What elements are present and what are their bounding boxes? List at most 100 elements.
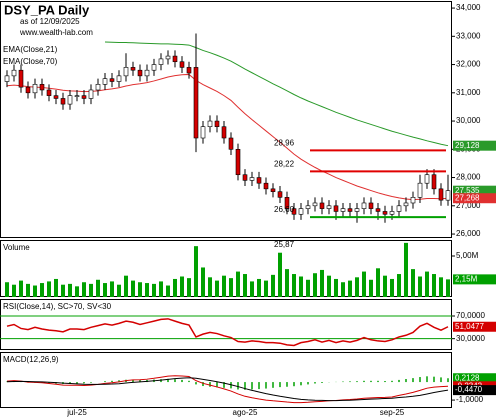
candle-body: [361, 202, 367, 209]
candle-body: [389, 211, 395, 215]
volume-bar: [145, 283, 149, 297]
candle-body: [109, 78, 115, 82]
candle-body: [116, 75, 122, 82]
candle-body: [354, 208, 360, 212]
candle-body: [445, 190, 451, 201]
y-tick-label: 28,000: [456, 173, 481, 182]
candle-body: [60, 98, 66, 105]
candle-body: [249, 177, 255, 181]
candle-body: [165, 55, 171, 60]
volume-bar: [187, 278, 191, 297]
volume-bar: [278, 252, 282, 297]
volume-bar: [173, 278, 177, 297]
volume-bar: [75, 286, 79, 297]
candle-body: [11, 69, 17, 77]
x-tick-label: jul-25: [66, 408, 87, 417]
candle-body: [312, 202, 318, 207]
source: www.wealth-lab.com: [19, 28, 93, 37]
candle-body: [305, 205, 311, 209]
candle-body: [88, 89, 94, 99]
candle-body: [270, 188, 276, 192]
volume-bar: [236, 271, 240, 297]
panel-title: Volume: [3, 243, 30, 252]
volume-bar: [47, 281, 51, 297]
candle-body: [242, 174, 248, 181]
volume-bar: [89, 283, 93, 297]
volume-bar: [40, 283, 44, 297]
candle-body: [375, 208, 381, 212]
x-tick-label: sep-25: [380, 408, 405, 417]
last-value-label: 27,268: [455, 193, 480, 202]
y-tick-label: 70,0000: [456, 311, 485, 320]
volume-bar: [26, 283, 30, 297]
candle-body: [144, 69, 150, 77]
panel-frame: [0, 299, 452, 350]
last-value-label: 27,535: [455, 186, 480, 195]
candle-body: [95, 84, 101, 91]
candle-body: [67, 95, 73, 105]
candle-body: [256, 177, 262, 184]
candle-body: [417, 182, 423, 198]
volume-bar: [439, 277, 443, 297]
volume-bar: [138, 282, 142, 297]
candle-body: [130, 67, 136, 71]
candle-body: [382, 211, 388, 215]
volume-bar: [264, 280, 268, 297]
volume-bar: [152, 283, 156, 297]
volume-bar: [348, 280, 352, 297]
volume-bar: [117, 284, 121, 297]
ema-line: [104, 41, 449, 147]
volume-bar: [432, 274, 436, 297]
candle-body: [340, 208, 346, 212]
legend-entry: EMA(Close,21): [3, 45, 58, 54]
ema-line: [6, 73, 449, 201]
candle-body: [74, 95, 80, 97]
panel-frame: [0, 352, 452, 408]
level-label: 28,22: [274, 159, 295, 168]
volume-bar: [194, 246, 198, 297]
candle-body: [403, 202, 409, 207]
volume-bar: [383, 275, 387, 297]
candle-body: [151, 64, 157, 71]
last-value-box: [453, 185, 496, 196]
candle-body: [102, 78, 108, 85]
candle-body: [410, 197, 416, 204]
volume-bar: [33, 285, 37, 297]
last-value-box: [453, 373, 496, 384]
volume-bar: [250, 281, 254, 297]
volume-bar: [166, 285, 170, 297]
candle-body: [172, 55, 178, 63]
volume-bar: [327, 275, 331, 297]
volume-bar: [243, 274, 247, 297]
candle-body: [277, 191, 283, 198]
legend-entry: EMA(Close,70): [3, 57, 58, 66]
candle-body: [298, 208, 304, 215]
y-tick-label: 30,000: [456, 116, 481, 125]
candle-body: [235, 149, 241, 176]
volume-bar: [285, 269, 289, 297]
candle-body: [46, 89, 52, 96]
candle-body: [53, 95, 59, 99]
volume-bar: [306, 279, 310, 297]
candle-body: [123, 67, 129, 77]
y-tick-label: 33,000: [456, 31, 481, 40]
candle-body: [221, 126, 227, 139]
volume-bar: [82, 282, 86, 297]
candle-body: [319, 202, 325, 209]
volume-bar: [201, 267, 205, 297]
candle-body: [424, 174, 430, 184]
candle-body: [179, 61, 185, 68]
level-label: 26,60: [274, 205, 295, 214]
rsi-line: [6, 318, 449, 347]
y-tick-label: 34,000: [456, 3, 481, 12]
candle-body: [347, 208, 353, 212]
volume-bar: [313, 273, 317, 297]
y-tick-label: 5,00M: [456, 251, 479, 260]
candle-body: [263, 182, 269, 190]
candle-body: [284, 197, 290, 209]
volume-bar: [257, 278, 261, 297]
volume-bar: [124, 275, 128, 297]
candle-body: [137, 69, 143, 77]
candle-body: [333, 205, 339, 212]
y-tick-label: 32,000: [456, 60, 481, 69]
